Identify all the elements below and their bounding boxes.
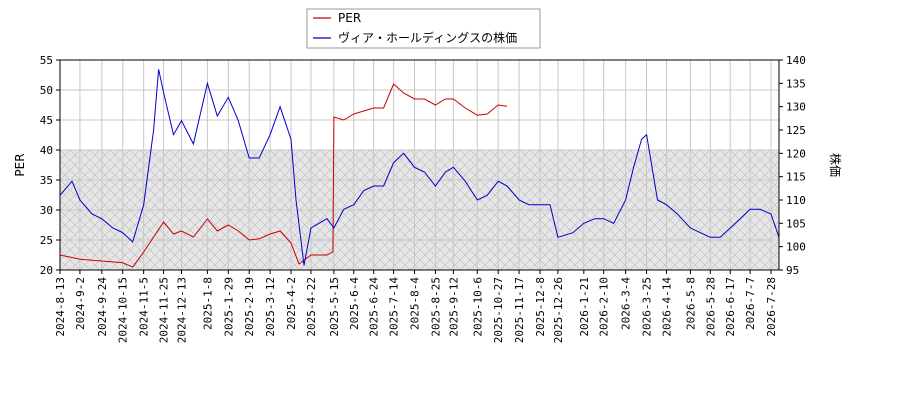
x-tick-label: 2024-11-5 bbox=[138, 277, 151, 337]
x-tick-label: 2025-6-24 bbox=[368, 277, 381, 337]
legend: PER ヴィア・ホールディングスの株価 bbox=[306, 8, 541, 49]
x-tick-label: 2025-4-2 bbox=[285, 277, 298, 330]
series-lines bbox=[60, 69, 779, 268]
x-tick-label: 2025-10-27 bbox=[492, 277, 505, 343]
x-tick-label: 2026-5-8 bbox=[684, 277, 697, 330]
y-axis-left: 20 25 30 35 40 45 50 55 bbox=[40, 54, 60, 277]
y-left-tick-label: 35 bbox=[40, 174, 53, 187]
legend-box bbox=[306, 8, 541, 49]
x-tick-label: 2025-5-15 bbox=[328, 277, 341, 337]
x-tick-label: 2026-2-10 bbox=[598, 277, 611, 337]
y-left-tick-label: 25 bbox=[40, 234, 53, 247]
legend-label-per: PER bbox=[338, 11, 361, 25]
x-tick-label: 2024-9-24 bbox=[96, 277, 109, 337]
x-tick-label: 2025-8-25 bbox=[429, 277, 442, 337]
axes bbox=[59, 59, 780, 271]
series-line-1 bbox=[60, 69, 779, 266]
x-axis: 2024-8-13 2024-9-2 2024-9-24 2024-10-15 2024… bbox=[54, 270, 778, 343]
x-tick-label: 2026-3-4 bbox=[620, 277, 633, 330]
x-tick-label: 2026-3-25 bbox=[641, 277, 654, 337]
x-tick-label: 2026-5-28 bbox=[704, 277, 717, 337]
y-right-tick-label: 100 bbox=[786, 241, 806, 254]
x-tick-label: 2025-12-8 bbox=[534, 277, 547, 337]
x-tick-label: 2025-6-4 bbox=[348, 277, 361, 330]
y-left-tick-label: 50 bbox=[40, 84, 53, 97]
x-tick-label: 2024-8-13 bbox=[54, 277, 67, 337]
y-right-tick-label: 115 bbox=[786, 171, 806, 184]
y-axis-right: 95 100 105 110 115 120 125 130 135 140 bbox=[779, 54, 806, 277]
y-left-tick-label: 20 bbox=[40, 264, 53, 277]
x-tick-label: 2026-4-14 bbox=[660, 277, 673, 337]
y-axis-left-label: PER bbox=[13, 153, 27, 176]
y-right-tick-label: 135 bbox=[786, 77, 806, 90]
x-tick-label: 2026-7-28 bbox=[765, 277, 778, 337]
x-tick-label: 2025-9-12 bbox=[447, 277, 460, 337]
x-tick-label: 2025-8-4 bbox=[409, 277, 422, 330]
x-tick-label: 2024-11-25 bbox=[158, 277, 171, 343]
y-left-tick-label: 30 bbox=[40, 204, 53, 217]
y-left-tick-label: 40 bbox=[40, 144, 53, 157]
x-tick-label: 2024-9-2 bbox=[74, 277, 87, 330]
x-tick-label: 2026-6-17 bbox=[724, 277, 737, 337]
y-right-tick-label: 95 bbox=[786, 264, 799, 277]
y-right-tick-label: 125 bbox=[786, 124, 806, 137]
x-tick-label: 2025-11-17 bbox=[513, 277, 526, 343]
x-tick-label: 2024-12-13 bbox=[175, 277, 188, 343]
y-right-tick-label: 140 bbox=[786, 54, 806, 67]
x-tick-label: 2025-10-6 bbox=[471, 277, 484, 337]
y-axis-right-label: 株価 bbox=[828, 153, 843, 177]
x-tick-label: 2025-7-14 bbox=[388, 277, 401, 337]
x-tick-label: 2024-10-15 bbox=[117, 277, 130, 343]
y-right-tick-label: 105 bbox=[786, 217, 806, 230]
y-left-tick-label: 55 bbox=[40, 54, 53, 67]
x-tick-label: 2025-1-29 bbox=[222, 277, 235, 337]
x-tick-label: 2025-4-22 bbox=[305, 277, 318, 337]
y-left-tick-label: 45 bbox=[40, 114, 53, 127]
x-tick-label: 2025-3-12 bbox=[264, 277, 277, 337]
y-right-tick-label: 130 bbox=[786, 101, 806, 114]
y-right-tick-label: 110 bbox=[786, 194, 806, 207]
x-tick-label: 2025-1-8 bbox=[201, 277, 214, 330]
x-tick-label: 2025-12-26 bbox=[552, 277, 565, 343]
x-tick-label: 2026-7-7 bbox=[744, 277, 757, 330]
legend-label-price: ヴィア・ホールディングスの株価 bbox=[338, 30, 517, 45]
plot-frame bbox=[59, 59, 780, 271]
y-right-tick-label: 120 bbox=[786, 147, 806, 160]
x-tick-label: 2026-1-21 bbox=[578, 277, 591, 337]
grid bbox=[59, 59, 779, 271]
x-tick-label: 2025-2-19 bbox=[243, 277, 256, 337]
